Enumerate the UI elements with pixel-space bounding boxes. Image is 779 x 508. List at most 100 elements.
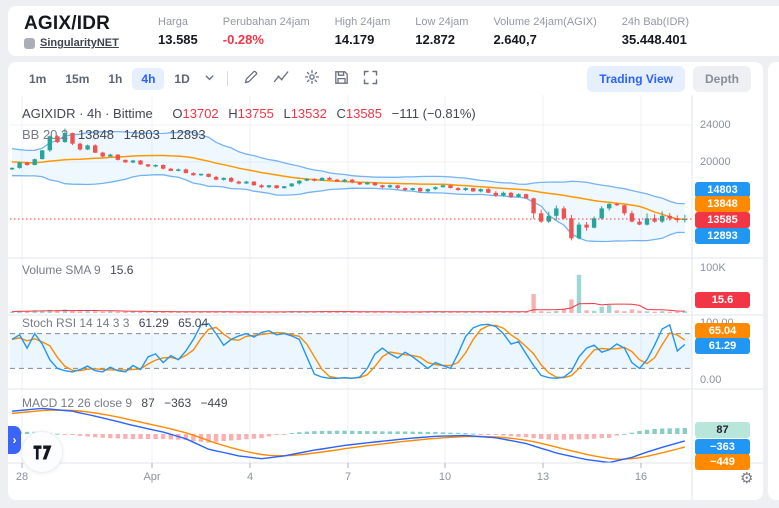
fullscreen-button[interactable] — [356, 67, 385, 91]
axis-price-badge: 12893 — [695, 228, 750, 244]
ohlc-high-label: H — [228, 106, 238, 121]
axis-price-badge: 13585 — [695, 212, 750, 228]
view-trading-view-button[interactable]: Trading View — [587, 65, 685, 92]
time-axis-label: 28 — [15, 471, 29, 483]
settings-icon — [304, 69, 320, 88]
axis-price-badge: −363 — [695, 439, 750, 455]
header-stat: 24h Bab(IDR) 35.448.401 — [622, 16, 689, 47]
stat-label: Harga — [158, 15, 188, 28]
axis-price-badge: 87 — [695, 422, 750, 438]
ohlc-change: −111 (−0.81%) — [391, 106, 476, 121]
settings-button[interactable] — [297, 66, 327, 91]
axis-tick-label: 0.00 — [700, 374, 722, 386]
volume-sma-value: 15.6 — [110, 263, 134, 277]
ohlc-close-value: 13585 — [345, 106, 383, 121]
fullscreen-icon — [363, 70, 378, 88]
volume-legend: Volume SMA 9 15.6 — [22, 263, 133, 277]
interval-1D-button[interactable]: 1D — [165, 68, 198, 90]
tradingview-logo[interactable] — [21, 431, 63, 473]
bb-name: BB 20 2 — [22, 127, 69, 142]
time-axis-label: 7 — [344, 471, 352, 483]
stat-value: 12.872 — [415, 31, 456, 47]
stat-value: 14.179 — [334, 31, 375, 47]
interval-15m-button[interactable]: 15m — [56, 68, 98, 90]
stat-label: 24h Bab(IDR) — [621, 15, 690, 28]
line-chart-button[interactable] — [266, 66, 297, 91]
header-stat: Volume 24jam(AGIX) 2.640,7 — [493, 16, 596, 47]
market-header: AGIX/IDR SingularityNET Harga 13.585 Per… — [8, 6, 779, 56]
header-stats: Harga 13.585 Perubahan 24jam -0.28% High… — [158, 16, 689, 47]
stat-label: Volume 24jam(AGIX) — [493, 15, 597, 28]
ohlc-open-value: 13702 — [182, 106, 219, 121]
volume-name: Volume SMA 9 — [22, 263, 101, 277]
stoch-k-value: 61.29 — [138, 316, 169, 330]
pair-title: AGIX/IDR — [24, 13, 111, 34]
ohlc-open-label: O — [172, 106, 183, 121]
ohlc-low-label: L — [283, 106, 291, 121]
tradingview-logo-icon — [33, 445, 51, 459]
time-axis-label: 10 — [438, 471, 452, 483]
stoch-name: Stoch RSI 14 14 3 3 — [22, 316, 130, 330]
ohlc-low-value: 13532 — [290, 106, 327, 121]
draw-button[interactable] — [236, 66, 266, 91]
header-stat: High 24jam 14.179 — [335, 16, 391, 47]
stoch-d-value: 65.04 — [178, 316, 209, 330]
save-icon — [334, 70, 349, 88]
chart-toolbar: 1m 15m 1h 4h 1D Trading View Depth — [8, 62, 763, 95]
coin-logo-icon — [24, 37, 35, 49]
bb-upper-value: 14803 — [123, 127, 160, 142]
time-axis-label: 4 — [246, 471, 254, 483]
chart-canvas[interactable] — [8, 95, 763, 500]
stat-label: High 24jam — [334, 15, 391, 28]
time-axis-label: 13 — [536, 471, 550, 483]
axis-price-badge: 65.04 — [695, 323, 750, 339]
chart-area: AGIXIDR · 4h · Bittime O13702 H13755 L13… — [8, 95, 763, 500]
ohlc-high-value: 13755 — [237, 106, 274, 121]
axis-tick-label: 100K — [700, 262, 726, 274]
interval-1m-button[interactable]: 1m — [20, 68, 55, 90]
ohlc-close-label: C — [336, 106, 346, 121]
axis-price-badge: 61.29 — [695, 338, 750, 354]
stat-label: Perubahan 24jam — [222, 15, 310, 28]
time-axis-label: Apr — [143, 471, 161, 483]
side-panel-edge — [768, 62, 779, 500]
stat-label: Low 24jam — [415, 15, 469, 28]
interval-menu-button[interactable] — [200, 69, 219, 88]
macd-legend: MACD 12 26 close 9 87 −363 −449 — [22, 396, 228, 410]
stat-value: 13.585 — [158, 31, 198, 47]
header-stat: Perubahan 24jam -0.28% — [223, 16, 310, 47]
header-stat: Harga 13.585 — [158, 16, 198, 47]
object-tree-toggle[interactable]: › — [8, 426, 21, 454]
macd-hist-value: 87 — [141, 396, 155, 410]
price-scale[interactable]: 2400020000100K100.000.001480313848135851… — [8, 95, 763, 500]
axis-price-badge: 14803 — [695, 182, 750, 198]
bb-legend: BB 20 2 13848 14803 12893 — [22, 127, 206, 142]
axis-price-badge: 13848 — [695, 196, 750, 212]
chart-card: 1m 15m 1h 4h 1D Trading View Depth AGIXIDR · … — [8, 62, 763, 500]
chevron-down-icon — [204, 71, 215, 86]
interval-4h-button[interactable]: 4h — [132, 67, 165, 90]
legend-symbol: AGIXIDR · 4h · Bittime — [22, 106, 153, 121]
interval-1h-button[interactable]: 1h — [99, 68, 131, 90]
macd-signal-value: −449 — [200, 396, 228, 410]
stat-value: 35.448.401 — [621, 31, 687, 47]
axis-settings-gear-icon[interactable]: ⚙ — [734, 468, 759, 488]
macd-line-value: −363 — [164, 396, 192, 410]
macd-name: MACD 12 26 close 9 — [22, 396, 133, 410]
stat-value: 2.640,7 — [493, 31, 537, 47]
draw-icon — [243, 69, 259, 88]
axis-tick-label: 24000 — [700, 119, 731, 131]
time-axis-label: 16 — [634, 471, 648, 483]
bb-basis-value: 13848 — [77, 127, 115, 142]
stat-value: -0.28% — [222, 31, 264, 47]
stoch-legend: Stoch RSI 14 14 3 3 61.29 65.04 — [22, 316, 208, 330]
line-chart-icon — [273, 69, 290, 88]
axis-price-badge: −449 — [695, 454, 750, 470]
save-button[interactable] — [327, 67, 356, 91]
axis-tick-label: 20000 — [700, 156, 731, 168]
bb-lower-value: 12893 — [169, 127, 206, 142]
coin-name-link[interactable]: SingularityNET — [40, 37, 119, 49]
price-legend: AGIXIDR · 4h · Bittime O13702 H13755 L13… — [22, 106, 476, 121]
view-depth-button[interactable]: Depth — [693, 65, 751, 92]
